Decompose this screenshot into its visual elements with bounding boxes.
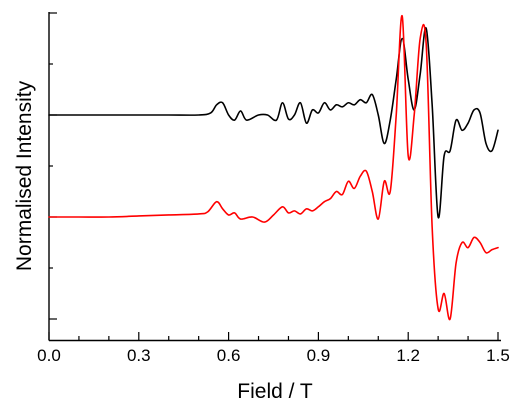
- x-tick-label: 0.9: [307, 346, 331, 365]
- x-axis-title: Field / T: [237, 380, 313, 403]
- red-spectrum-line: [48, 15, 499, 321]
- x-tick-label: 0.3: [127, 346, 151, 365]
- plot-axes: [48, 12, 501, 342]
- y-axis-title: Normalised Intensity: [13, 80, 36, 271]
- x-axis-tick-labels: 0.0 0.3 0.6 0.9 1.2 1.5: [37, 346, 510, 365]
- x-tick-label: 0.0: [37, 346, 61, 365]
- series-lines: [48, 15, 499, 321]
- x-tick-label: 1.5: [486, 346, 510, 365]
- x-axis-ticks: [48, 332, 499, 341]
- y-axis-ticks: [49, 12, 57, 320]
- x-tick-label: 0.6: [217, 346, 241, 365]
- x-tick-label: 1.2: [396, 346, 420, 365]
- black-spectrum-line: [48, 27, 499, 219]
